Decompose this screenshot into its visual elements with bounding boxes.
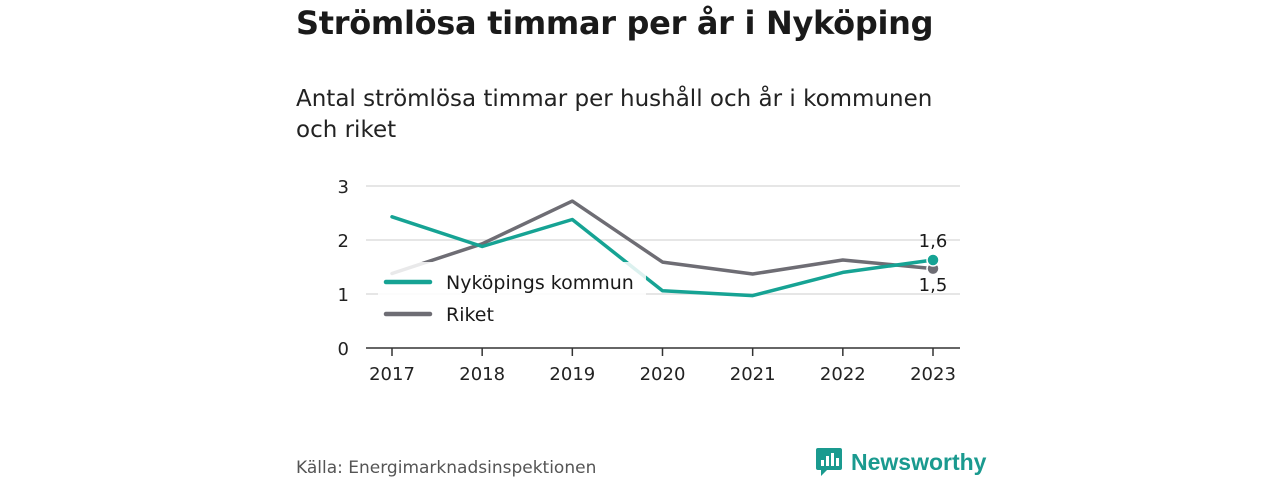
end-points: 1,6 1,5 xyxy=(919,231,948,296)
x-tick-label: 2021 xyxy=(730,364,776,385)
end-point-nykoping xyxy=(926,253,940,267)
end-label-riket: 1,5 xyxy=(919,275,948,296)
series-line-riket xyxy=(390,199,935,276)
legend-label: Riket xyxy=(446,304,494,326)
x-tick-label: 2022 xyxy=(820,364,866,385)
source-note: Källa: Energimarknadsinspektionen xyxy=(296,458,597,478)
legend-background xyxy=(378,262,646,330)
newsworthy-logo-icon xyxy=(816,448,842,476)
y-tick-label: 3 xyxy=(338,177,349,198)
x-axis: 2017 2018 2019 2020 2021 2022 2023 xyxy=(366,347,960,385)
legend: Nyköpings kommun Riket xyxy=(378,262,646,330)
series-line-nykoping xyxy=(390,215,935,298)
chart-subtitle: Antal strömlösa timmar per hushåll och å… xyxy=(296,86,933,143)
x-tick-label: 2023 xyxy=(910,364,956,385)
y-tick-label: 2 xyxy=(338,231,349,252)
y-tick-label: 0 xyxy=(338,339,349,360)
x-tick-label: 2020 xyxy=(640,364,686,385)
y-tick-labels: 0 1 2 3 xyxy=(338,177,349,360)
series-lines xyxy=(390,199,935,298)
legend-label: Nyköpings kommun xyxy=(446,272,634,294)
x-tick-label: 2018 xyxy=(459,364,505,385)
y-tick-label: 1 xyxy=(338,285,349,306)
chart-title: Strömlösa timmar per år i Nyköping xyxy=(296,4,934,42)
brand-name: Newsworthy xyxy=(851,448,987,475)
x-tick-label: 2019 xyxy=(549,364,595,385)
x-tick-label: 2017 xyxy=(369,364,415,385)
end-label-nykoping: 1,6 xyxy=(919,231,948,252)
brand-logo: Newsworthy xyxy=(815,446,986,478)
